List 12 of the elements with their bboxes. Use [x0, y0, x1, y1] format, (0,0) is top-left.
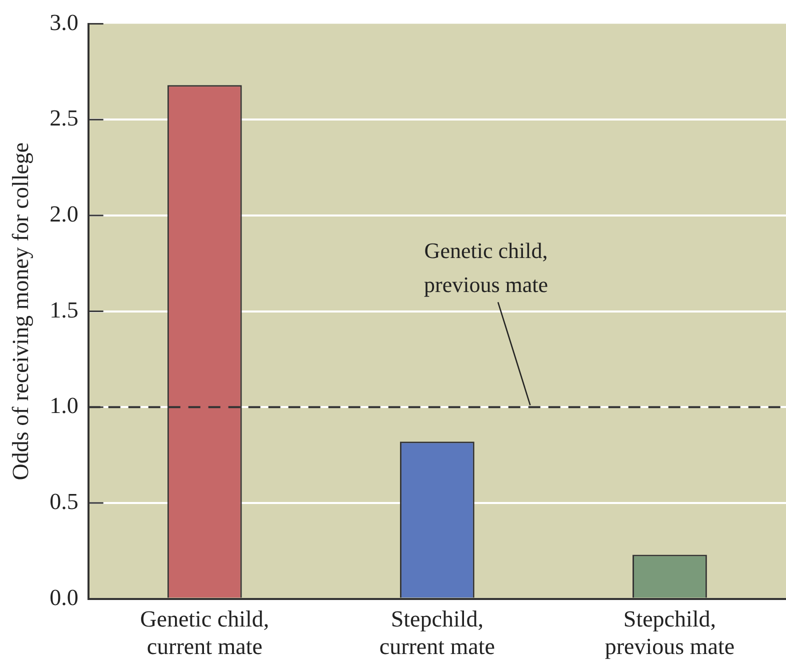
- y-tick-label: 0.0: [50, 584, 78, 610]
- y-tick-label: 2.5: [50, 106, 78, 131]
- x-tick-label: Stepchild, current mate: [379, 606, 495, 660]
- y-tick-label: 1.5: [50, 297, 78, 322]
- y-axis-title: Odds of receiving money for college: [8, 142, 33, 480]
- y-tick-label: 0.5: [50, 489, 78, 514]
- x-tick-label: Stepchild, previous mate: [604, 606, 735, 660]
- y-tick-label: 1.0: [50, 393, 78, 418]
- y-tick-label: 3.0: [50, 10, 78, 35]
- ref-line-label: Genetic child, previous mate: [424, 238, 548, 297]
- x-tick-label: Genetic child, current mate: [140, 606, 270, 660]
- y-tick-label: 2.0: [50, 202, 78, 227]
